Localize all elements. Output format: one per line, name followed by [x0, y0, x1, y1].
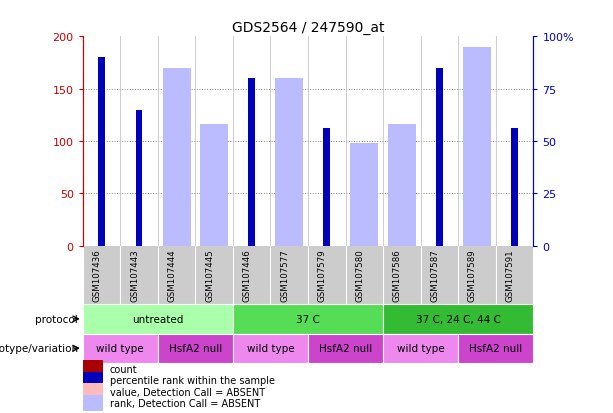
Bar — [248, 145, 255, 246]
Text: GSM107579: GSM107579 — [318, 249, 327, 301]
Text: HsfA2 null: HsfA2 null — [469, 343, 522, 353]
Text: GSM107589: GSM107589 — [468, 249, 477, 301]
Bar — [83, 334, 158, 363]
Bar — [324, 129, 330, 246]
Text: wild type: wild type — [96, 343, 144, 353]
Bar — [388, 125, 416, 246]
Bar — [158, 334, 233, 363]
Text: GSM107446: GSM107446 — [243, 249, 252, 301]
Bar — [275, 142, 303, 246]
Text: 37 C, 24 C, 44 C: 37 C, 24 C, 44 C — [416, 314, 501, 324]
Bar — [162, 116, 191, 246]
Text: GSM107586: GSM107586 — [393, 249, 402, 301]
Bar — [135, 164, 142, 246]
Bar — [233, 304, 383, 334]
Bar — [83, 395, 103, 411]
Text: GSM107445: GSM107445 — [205, 249, 214, 301]
Bar — [98, 107, 105, 246]
Text: 37 C: 37 C — [296, 314, 320, 324]
Bar — [98, 58, 105, 246]
Bar — [275, 79, 303, 246]
Title: GDS2564 / 247590_at: GDS2564 / 247590_at — [232, 21, 384, 35]
Bar — [200, 164, 228, 246]
Text: rank, Detection Call = ABSENT: rank, Detection Call = ABSENT — [110, 398, 260, 408]
Bar — [458, 334, 533, 363]
Bar — [324, 185, 330, 246]
Text: GSM107591: GSM107591 — [506, 249, 514, 301]
Bar — [436, 96, 443, 246]
Text: wild type: wild type — [246, 343, 294, 353]
Text: count: count — [110, 364, 137, 374]
Bar — [308, 334, 383, 363]
Text: GSM107444: GSM107444 — [167, 249, 177, 301]
Bar — [83, 304, 233, 334]
Bar — [248, 79, 255, 246]
Bar — [162, 69, 191, 246]
Bar — [135, 110, 142, 246]
Bar — [511, 129, 518, 246]
Bar — [383, 334, 458, 363]
Text: genotype/variation: genotype/variation — [0, 343, 78, 353]
Text: percentile rank within the sample: percentile rank within the sample — [110, 375, 275, 385]
Text: wild type: wild type — [397, 343, 444, 353]
Bar — [463, 87, 491, 246]
Text: HsfA2 null: HsfA2 null — [319, 343, 372, 353]
Bar — [233, 334, 308, 363]
Text: GSM107580: GSM107580 — [356, 249, 364, 301]
Text: untreated: untreated — [132, 314, 183, 324]
Bar — [350, 144, 378, 246]
Bar — [83, 383, 103, 400]
Text: GSM107443: GSM107443 — [130, 249, 139, 301]
Bar — [383, 304, 533, 334]
Text: GSM107436: GSM107436 — [93, 249, 102, 301]
Bar — [388, 138, 416, 246]
Bar — [350, 195, 378, 246]
Text: GSM107577: GSM107577 — [280, 249, 289, 301]
Text: HsfA2 null: HsfA2 null — [169, 343, 222, 353]
Text: value, Detection Call = ABSENT: value, Detection Call = ABSENT — [110, 387, 265, 396]
Bar — [200, 125, 228, 246]
Bar — [83, 372, 103, 388]
Bar — [436, 69, 443, 246]
Text: GSM107587: GSM107587 — [430, 249, 440, 301]
Bar — [511, 177, 518, 246]
Bar — [83, 361, 103, 377]
Text: protocol: protocol — [36, 314, 78, 324]
Bar — [463, 47, 491, 246]
